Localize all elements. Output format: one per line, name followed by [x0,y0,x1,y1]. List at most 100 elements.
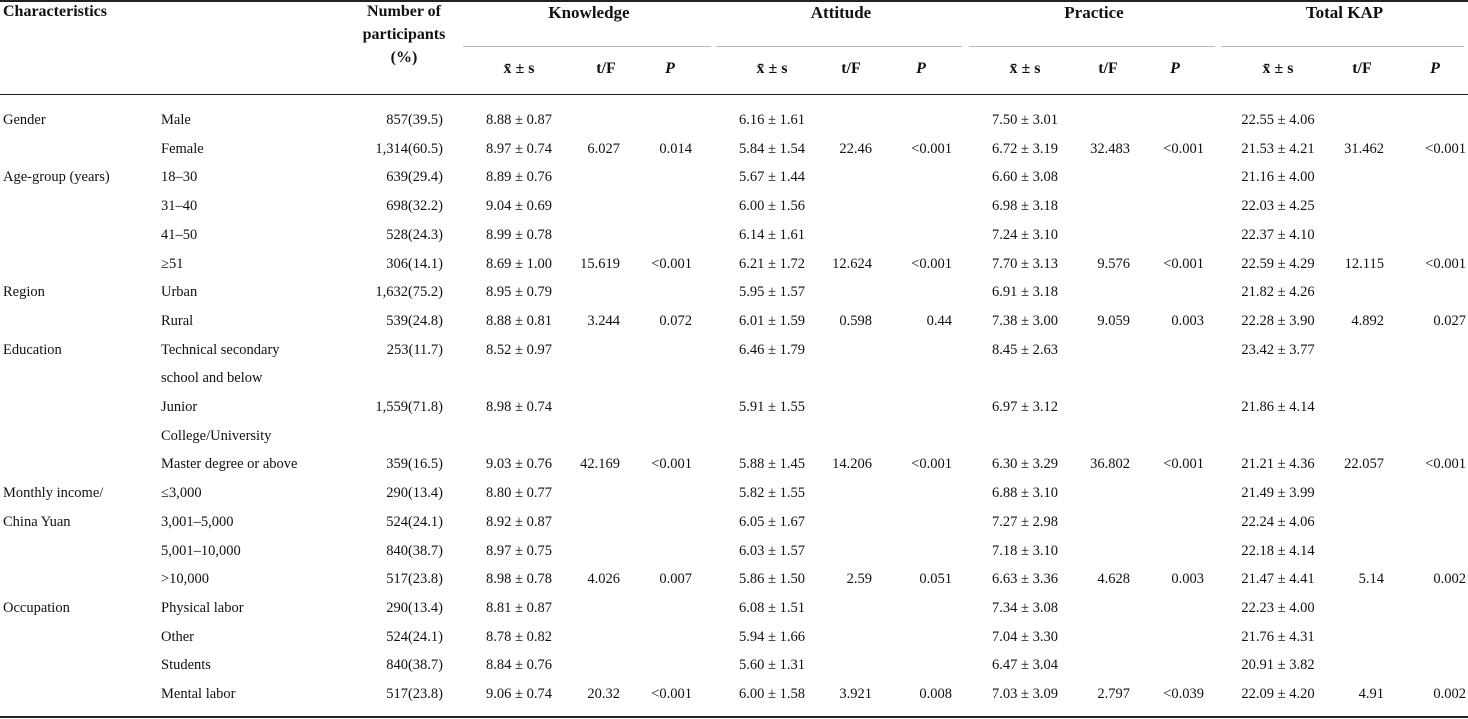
row-subgroup: Master degree or above [161,456,298,472]
row-knowledge-mean: 8.84 ± 0.76 [486,657,552,673]
row-participants: 1,314(60.5) [375,141,443,157]
header-tf: t/F [1098,60,1118,77]
row-knowledge-tf: 3.244 [587,313,620,329]
row-knowledge-p: 0.007 [659,571,692,587]
row-subgroup: Rural [161,313,194,329]
row-participants: 840(38.7) [386,657,443,673]
row-knowledge-mean: 8.80 ± 0.77 [486,485,552,501]
row-attitude-p: <0.001 [911,256,952,272]
row-attitude-tf: 22.46 [839,141,872,157]
row-knowledge-mean: 9.04 ± 0.69 [486,198,552,214]
row-practice-p: <0.001 [1163,141,1204,157]
row-practice-p: 0.003 [1171,571,1204,587]
header-bottom-rule [0,94,1468,95]
row-subgroup: Mental labor [161,686,236,702]
row-subgroup: Urban [161,284,198,300]
row-knowledge-tf: 42.169 [580,456,620,472]
header-p: P [1430,60,1440,77]
row-attitude-tf: 2.59 [846,571,872,587]
row-knowledge-mean: 8.92 ± 0.87 [486,514,552,530]
row-subgroup: 41–50 [161,227,198,243]
row-knowledge-tf: 20.32 [587,686,620,702]
row-practice-mean: 7.24 ± 3.10 [992,227,1058,243]
row-practice-mean: 7.27 ± 2.98 [992,514,1058,530]
row-attitude-mean: 5.60 ± 1.31 [739,657,805,673]
row-practice-tf: 36.802 [1090,456,1130,472]
row-attitude-mean: 5.95 ± 1.57 [739,284,805,300]
row-attitude-mean: 5.82 ± 1.55 [739,485,805,501]
row-participants: 306(14.1) [386,256,443,272]
row-knowledge-p: 0.014 [659,141,692,157]
row-knowledge-p: <0.001 [651,686,692,702]
row-total-mean: 21.53 ± 4.21 [1241,141,1315,157]
row-category: China Yuan [3,514,71,530]
row-knowledge-mean: 8.89 ± 0.76 [486,169,552,185]
row-knowledge-p: 0.072 [659,313,692,329]
row-participants: 698(32.2) [386,198,443,214]
row-subgroup: 18–30 [161,169,198,185]
header-p: P [916,60,926,77]
header-mean-sd: x̄ ± s [1262,60,1294,77]
header-mean-sd: x̄ ± s [503,60,535,77]
row-total-p: 0.002 [1433,686,1466,702]
top-rule [0,0,1468,2]
row-category: Region [3,284,45,300]
row-total-mean: 21.47 ± 4.41 [1241,571,1315,587]
row-total-p: <0.001 [1425,456,1466,472]
row-practice-tf: 9.576 [1097,256,1130,272]
row-practice-mean: 6.60 ± 3.08 [992,169,1058,185]
row-subgroup: Junior [161,399,198,415]
row-total-mean: 21.16 ± 4.00 [1241,169,1315,185]
row-category: Gender [3,112,46,128]
row-subgroup: 3,001–5,000 [161,514,234,530]
row-attitude-tf: 0.598 [839,313,872,329]
row-attitude-mean: 6.21 ± 1.72 [739,256,805,272]
row-subgroup: Female [161,141,204,157]
row-participants: 524(24.1) [386,514,443,530]
row-attitude-mean: 6.08 ± 1.51 [739,600,805,616]
row-total-mean: 21.76 ± 4.31 [1241,629,1315,645]
row-practice-mean: 6.63 ± 3.36 [992,571,1058,587]
row-category: Age-group (years) [3,169,110,185]
row-knowledge-mean: 8.78 ± 0.82 [486,629,552,645]
row-participants: 1,632(75.2) [375,284,443,300]
row-practice-tf: 32.483 [1090,141,1130,157]
row-attitude-mean: 5.94 ± 1.66 [739,629,805,645]
row-total-tf: 5.14 [1358,571,1384,587]
row-participants: 517(23.8) [386,686,443,702]
row-total-mean: 21.82 ± 4.26 [1241,284,1315,300]
row-practice-mean: 7.34 ± 3.08 [992,600,1058,616]
group-underline-0 [463,46,711,47]
row-knowledge-tf: 6.027 [587,141,620,157]
row-practice-tf: 4.628 [1097,571,1130,587]
row-total-mean: 21.86 ± 4.14 [1241,399,1315,415]
row-attitude-tf: 3.921 [839,686,872,702]
row-knowledge-tf: 4.026 [587,571,620,587]
group-underline-3 [1221,46,1464,47]
row-subgroup: >10,000 [161,571,210,587]
row-attitude-mean: 5.91 ± 1.55 [739,399,805,415]
row-practice-mean: 7.50 ± 3.01 [992,112,1058,128]
row-attitude-mean: 6.00 ± 1.56 [739,198,805,214]
row-total-tf: 4.91 [1358,686,1384,702]
row-attitude-mean: 6.03 ± 1.57 [739,543,805,559]
header-group-3: Total KAP [1305,3,1384,22]
row-total-mean: 22.28 ± 3.90 [1241,313,1315,329]
row-practice-mean: 6.91 ± 3.18 [992,284,1058,300]
row-practice-mean: 6.98 ± 3.18 [992,198,1058,214]
row-participants: 524(24.1) [386,629,443,645]
row-participants: 639(29.4) [386,169,443,185]
row-knowledge-tf: 15.619 [580,256,620,272]
row-subgroup: 5,001–10,000 [161,543,241,559]
row-participants: 253(11.7) [386,342,443,358]
row-knowledge-mean: 8.88 ± 0.87 [486,112,552,128]
row-practice-mean: 8.45 ± 2.63 [992,342,1058,358]
row-knowledge-p: <0.001 [651,256,692,272]
row-knowledge-p: <0.001 [651,456,692,472]
row-knowledge-mean: 8.52 ± 0.97 [486,342,552,358]
row-category: Monthly income/ [3,485,104,501]
row-participants: 1,559(71.8) [375,399,443,415]
row-total-mean: 22.55 ± 4.06 [1241,112,1315,128]
header-characteristics: Characteristics [3,3,107,20]
